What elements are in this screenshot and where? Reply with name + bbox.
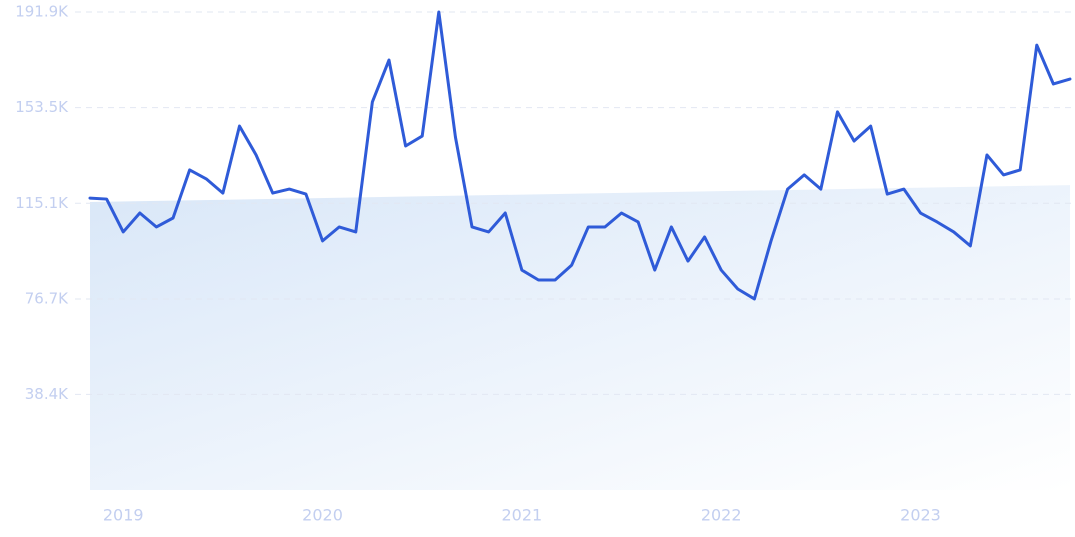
y-tick-label: 115.1K [15, 194, 69, 212]
trend-area [90, 185, 1070, 490]
line [88, 10, 1072, 301]
y-tick-label: 191.9K [15, 3, 69, 21]
x-tick-label: 2021 [502, 506, 543, 525]
x-tick-label: 2020 [302, 506, 343, 525]
x-tick-label: 2019 [103, 506, 144, 525]
y-tick-label: 153.5K [15, 98, 69, 116]
y-tick-label: 38.4K [25, 385, 69, 403]
x-tick-label: 2022 [701, 506, 742, 525]
y-tick-label: 76.7K [25, 289, 69, 307]
x-tick-label: 2023 [900, 506, 941, 525]
